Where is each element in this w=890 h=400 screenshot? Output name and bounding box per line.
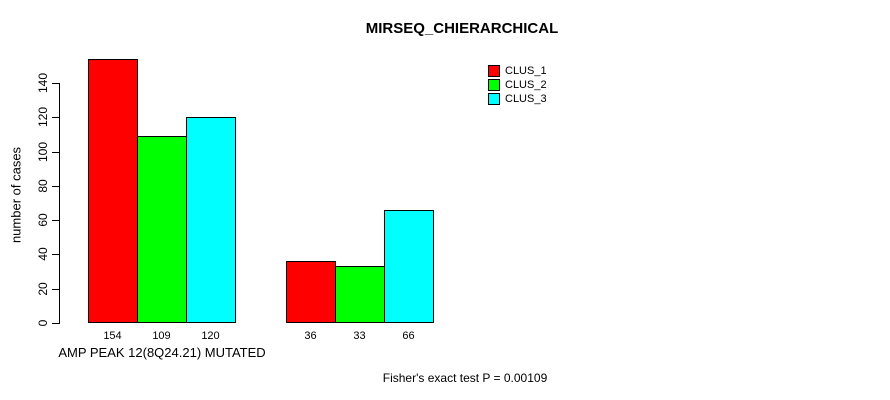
bar-value-label: 120 [201, 330, 220, 342]
y-tick-mark [52, 288, 59, 290]
y-axis-line [59, 83, 60, 324]
annotation-text: Fisher's exact test P = 0.00109 [382, 371, 548, 385]
bar-clus_1-group1 [88, 59, 138, 323]
bar-value-label: 109 [152, 330, 171, 342]
x-axis-label: AMP PEAK 12(8Q24.21) MUTATED [58, 345, 266, 360]
y-tick-mark [52, 185, 59, 187]
bar-clus_3-group1 [186, 117, 236, 323]
bar-clus_3-group2 [384, 209, 434, 323]
legend-item-clus_2: CLUS_2 [488, 78, 547, 92]
bar-value-label: 33 [353, 330, 366, 342]
y-tick-label: 140 [36, 72, 50, 94]
y-tick-mark [52, 83, 59, 84]
legend-label: CLUS_3 [505, 93, 547, 105]
y-tick-mark [52, 117, 59, 119]
y-tick-label: 20 [36, 282, 50, 296]
legend-swatch-clus_1 [488, 65, 500, 77]
chart-title: MIRSEQ_CHIERARCHICAL [365, 20, 559, 37]
legend-swatch-clus_2 [488, 79, 500, 91]
bar-value-label: 36 [304, 330, 317, 342]
bar-clus_2-group2 [335, 266, 385, 323]
y-axis-label: number of cases [8, 146, 24, 244]
legend-label: CLUS_2 [505, 79, 547, 91]
y-tick-label: 40 [36, 247, 50, 262]
legend-item-clus_3: CLUS_3 [488, 92, 547, 106]
bar-clus_1-group2 [286, 261, 336, 323]
y-tick-mark [52, 254, 59, 256]
y-tick-label: 80 [36, 179, 50, 193]
legend: CLUS_1 CLUS_2 CLUS_3 [488, 64, 547, 106]
y-tick-mark [52, 151, 59, 153]
y-tick-label: 0 [36, 319, 50, 327]
y-tick-label: 120 [36, 107, 50, 128]
bar-value-label: 66 [402, 330, 415, 342]
bar-clus_2-group1 [137, 136, 187, 323]
bar-value-label: 154 [103, 330, 122, 342]
legend-swatch-clus_3 [488, 93, 500, 105]
legend-item-clus_1: CLUS_1 [488, 64, 547, 78]
y-tick-label: 100 [36, 141, 50, 162]
y-tick-mark [52, 323, 59, 324]
y-tick-label: 60 [36, 213, 50, 227]
legend-label: CLUS_1 [505, 65, 547, 77]
y-tick-mark [52, 220, 59, 222]
